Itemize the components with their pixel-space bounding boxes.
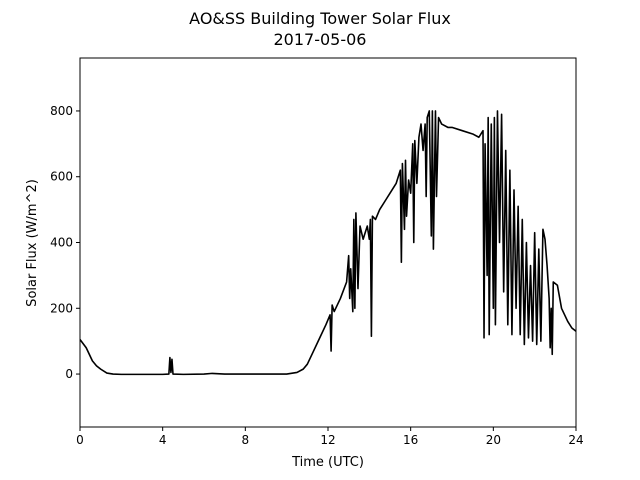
y-tick-label: 600: [50, 170, 73, 184]
y-tick-label: 800: [50, 104, 73, 118]
chart-title: AO&SS Building Tower Solar Flux: [189, 9, 451, 28]
x-tick-label: 8: [242, 433, 250, 447]
data-line: [79, 110, 577, 376]
chart-subtitle: 2017-05-06: [274, 30, 367, 49]
y-tick-label: 400: [50, 236, 73, 250]
y-axis-label: Solar Flux (W/m^2): [25, 179, 40, 307]
x-tick-label: 16: [403, 433, 418, 447]
plot-frame: [79, 57, 577, 428]
x-tick-label: 4: [159, 433, 167, 447]
x-tick-label: 24: [568, 433, 583, 447]
x-tick-label: 0: [76, 433, 84, 447]
y-tick-label: 0: [65, 367, 73, 381]
x-tick-label: 20: [486, 433, 501, 447]
x-axis-label: Time (UTC): [291, 455, 364, 470]
x-tick-label: 12: [320, 433, 335, 447]
y-tick-label: 200: [50, 301, 73, 315]
